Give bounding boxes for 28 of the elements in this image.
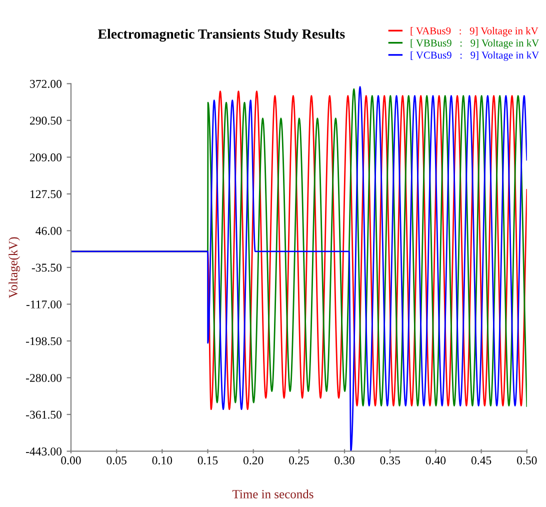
y-tick-label: 290.50: [30, 116, 62, 125]
y-tick-label: -280.00: [26, 374, 62, 382]
y-tick-label: 46.00: [36, 226, 62, 235]
y-tick-label: 127.50: [30, 190, 62, 198]
y-tick-label: -117.00: [26, 300, 62, 308]
x-tick-label: 0.05: [106, 456, 126, 464]
chart-title: Electromagnetic Transients Study Results: [98, 28, 345, 42]
y-tick-label: -361.50: [26, 410, 62, 419]
legend-label: [ VBBus9 : 9] Voltage in kV: [410, 39, 539, 49]
y-tick-label: -198.50: [26, 337, 62, 346]
y-tick-label: -443.00: [26, 447, 62, 456]
x-tick-label: 0.15: [198, 456, 218, 464]
x-tick-label: 0.00: [61, 456, 81, 464]
x-tick-label: 0.50: [517, 456, 537, 464]
x-tick-label: 0.40: [426, 456, 446, 464]
x-tick-label: 0.35: [380, 456, 400, 464]
x-tick-label: 0.10: [152, 456, 172, 464]
x-tick-label: 0.25: [289, 456, 309, 464]
y-axis-title: Voltage(kV): [8, 237, 20, 298]
legend-label: [ VABus9 : 9] Voltage in kV: [410, 27, 538, 37]
y-tick-label: 372.00: [30, 80, 62, 88]
x-tick-label: 0.45: [471, 456, 492, 464]
y-tick-label: -35.50: [32, 264, 62, 272]
legend-label: [ VCBus9 : 9] Voltage in kV: [410, 51, 539, 61]
x-axis-title: Time in seconds: [232, 490, 314, 498]
x-tick-label: 0.30: [334, 456, 354, 464]
x-tick-label: 0.20: [243, 456, 264, 464]
y-tick-label: 209.00: [30, 153, 62, 162]
